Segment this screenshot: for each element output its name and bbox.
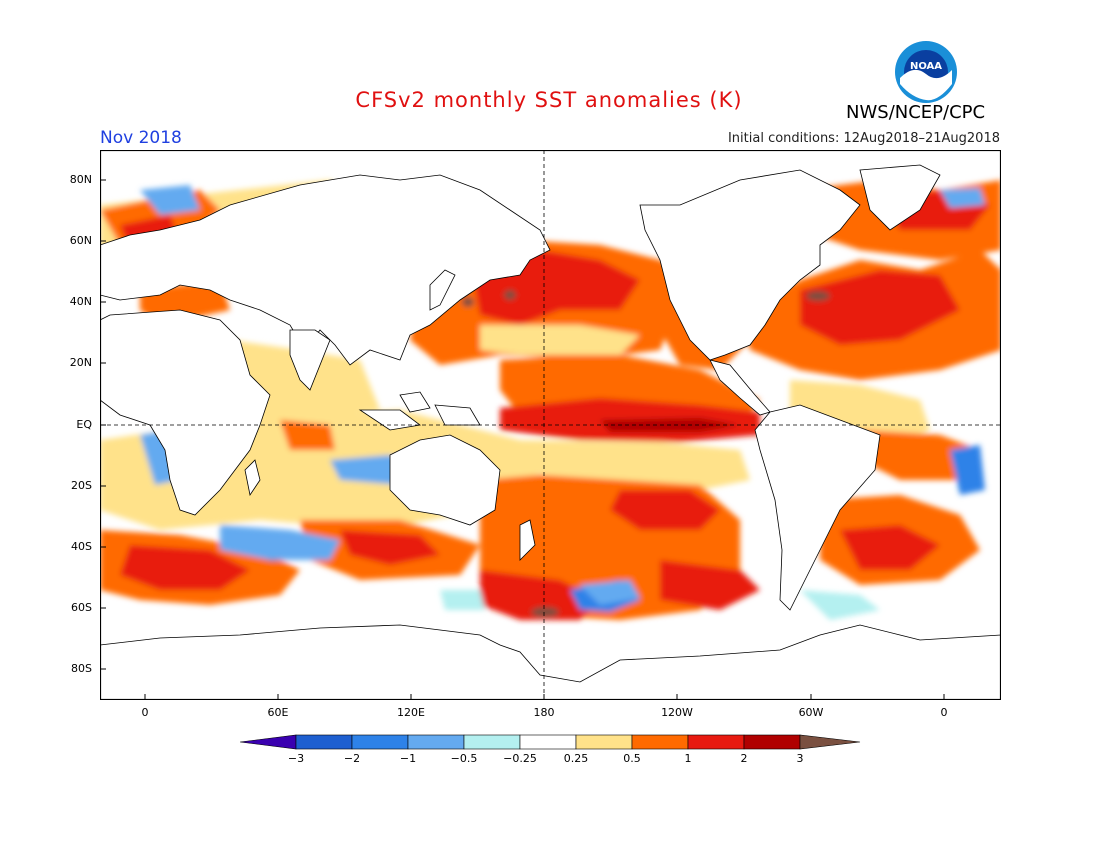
eurasia-land [99,174,551,366]
lon-label-120e: 120E [397,706,425,719]
lat-label-60s: 60S [71,601,92,614]
colorbar-label-m05: −0.5 [450,752,478,765]
greenland-land [859,164,941,231]
colorbar-label-m1: −1 [399,752,417,765]
lon-label-60w: 60W [798,706,824,719]
noaa-logo-icon: NOAA [894,40,958,108]
colorbar [239,734,862,756]
sst-anomaly-map [99,149,1002,704]
africa-land [99,309,271,516]
colorbar-swatch-m1-m05 [407,734,465,750]
colorbar-swatch-2-3 [743,734,801,750]
colorbar-label-m2: −2 [343,752,361,765]
colorbar-label-1: 1 [684,752,692,765]
colorbar-swatch-m2-m1 [351,734,409,750]
lon-label-0-east: 0 [940,706,948,719]
anomaly-patch-brazil-current-cold [950,445,985,495]
map-title: CFSv2 monthly SST anomalies (K) [355,88,743,112]
colorbar-label-025: 0.25 [563,752,589,765]
lat-label-80n: 80N [69,173,92,186]
colorbar-swatch-1-2 [687,734,745,750]
australia-land [389,434,501,526]
lon-label-120w: 120W [661,706,693,719]
lat-label-eq: EQ [76,418,92,431]
lat-label-40n: 40N [69,295,92,308]
lat-label-20n: 20N [69,356,92,369]
lon-label-180: 180 [533,706,555,719]
colorbar-label-m3: −3 [287,752,305,765]
colorbar-swatch-gt-3 [799,734,861,750]
initial-conditions: Initial conditions: 12Aug2018–21Aug2018 [727,131,1000,146]
lon-label-0: 0 [141,706,149,719]
lat-label-40s: 40S [71,540,92,553]
colorbar-swatch-m3-m2 [295,734,353,750]
forecast-month: Nov 2018 [100,128,182,148]
continents [99,164,941,611]
noaa-logo-text: NOAA [910,61,942,72]
colorbar-swatch-lt-3 [239,734,297,750]
south-america-land [754,404,881,611]
agency-label: NWS/NCEP/CPC [846,102,986,123]
lat-label-60n: 60N [69,234,92,247]
lat-label-80s: 80S [71,662,92,675]
lat-label-20s: 20S [71,479,92,492]
anomaly-patch-southern-ocean-cold [220,525,340,560]
colorbar-label-m025: −0.25 [503,752,537,765]
antarctica-land [99,624,1002,701]
colorbar-label-3: 3 [796,752,804,765]
anomaly-patch-south-pacific-red [480,570,600,620]
colorbar-label-05: 0.5 [623,752,641,765]
lon-label-60e: 60E [267,706,289,719]
colorbar-swatch-05-1 [631,734,689,750]
north-america-land [639,169,861,361]
colorbar-swatch-m05-m025 [463,734,521,750]
colorbar-swatch-025-05 [575,734,633,750]
colorbar-swatch-neutral [519,734,577,750]
colorbar-label-2: 2 [740,752,748,765]
